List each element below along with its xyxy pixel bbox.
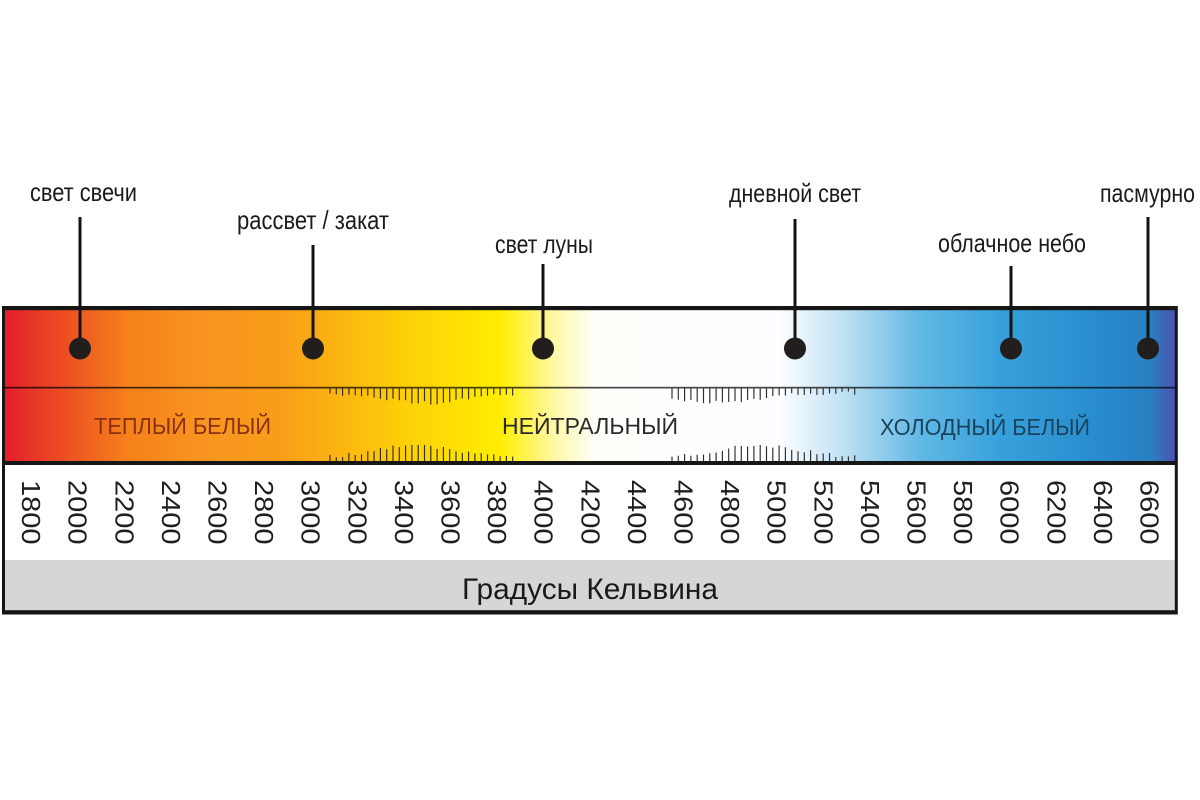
svg-text:2600: 2600 bbox=[203, 480, 233, 545]
svg-text:3600: 3600 bbox=[436, 480, 466, 545]
svg-text:свет свечи: свет свечи bbox=[30, 177, 137, 207]
svg-text:рассвет / закат: рассвет / закат bbox=[237, 205, 389, 235]
svg-text:пасмурно: пасмурно bbox=[1100, 178, 1195, 208]
svg-text:ХОЛОДНЫЙ БЕЛЫЙ: ХОЛОДНЫЙ БЕЛЫЙ bbox=[880, 413, 1090, 440]
svg-text:3800: 3800 bbox=[482, 480, 512, 545]
svg-text:2800: 2800 bbox=[249, 480, 279, 545]
svg-text:3400: 3400 bbox=[389, 480, 419, 545]
svg-text:2200: 2200 bbox=[109, 480, 139, 545]
svg-text:ТЕПЛЫЙ БЕЛЫЙ: ТЕПЛЫЙ БЕЛЫЙ bbox=[94, 412, 271, 439]
svg-text:3200: 3200 bbox=[342, 480, 372, 545]
svg-text:6600: 6600 bbox=[1135, 480, 1165, 545]
svg-text:2400: 2400 bbox=[156, 480, 186, 545]
svg-text:свет луны: свет луны bbox=[495, 229, 593, 259]
svg-text:4400: 4400 bbox=[622, 480, 652, 545]
svg-text:3000: 3000 bbox=[296, 480, 326, 545]
svg-text:5800: 5800 bbox=[948, 480, 978, 545]
svg-text:1800: 1800 bbox=[16, 480, 46, 545]
svg-text:5400: 5400 bbox=[855, 480, 885, 545]
svg-text:4200: 4200 bbox=[575, 480, 605, 545]
svg-text:5200: 5200 bbox=[808, 480, 838, 545]
svg-text:4000: 4000 bbox=[529, 480, 559, 545]
svg-text:6200: 6200 bbox=[1041, 480, 1071, 545]
svg-text:дневной свет: дневной свет bbox=[729, 178, 861, 208]
svg-text:6400: 6400 bbox=[1088, 480, 1118, 545]
svg-text:5000: 5000 bbox=[762, 480, 792, 545]
svg-text:5600: 5600 bbox=[902, 480, 932, 545]
svg-text:Градусы Кельвина: Градусы Кельвина bbox=[462, 573, 718, 606]
svg-text:4600: 4600 bbox=[669, 480, 699, 545]
svg-text:4800: 4800 bbox=[715, 480, 745, 545]
svg-text:6000: 6000 bbox=[995, 480, 1025, 545]
svg-text:облачное небо: облачное небо bbox=[938, 228, 1086, 258]
svg-text:НЕЙТРАЛЬНЫЙ: НЕЙТРАЛЬНЫЙ bbox=[502, 412, 678, 439]
svg-text:2000: 2000 bbox=[63, 480, 93, 545]
